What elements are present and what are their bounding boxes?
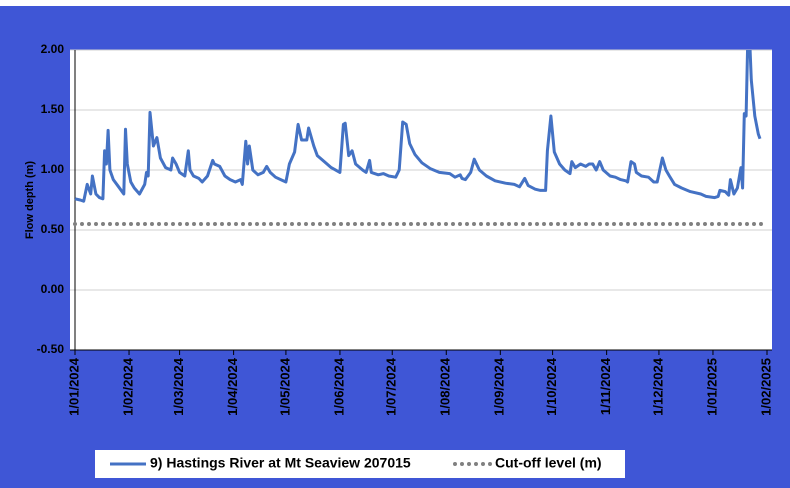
y-tick-label: -0.50 [37, 342, 65, 356]
x-tick-label: 1/02/2024 [120, 357, 135, 416]
x-tick-label: 1/12/2024 [650, 357, 665, 416]
x-tick-label: 1/11/2024 [598, 357, 613, 415]
y-tick-label: 0.50 [41, 222, 65, 236]
x-tick-label: 1/03/2024 [171, 357, 186, 416]
top-strip [0, 0, 790, 6]
x-tick-label: 1/10/2024 [544, 357, 559, 416]
x-tick-label: 1/01/2025 [704, 358, 719, 416]
x-tick-label: 1/09/2024 [492, 357, 507, 416]
y-axis-title: Flow depth (m) [24, 161, 36, 240]
y-tick-label: 1.50 [41, 102, 65, 116]
x-tick-label: 1/01/2024 [66, 357, 81, 416]
x-tick-label: 1/07/2024 [384, 357, 399, 416]
y-tick-label: 0.00 [41, 282, 65, 296]
x-tick-label: 1/06/2024 [331, 357, 346, 416]
legend-label: 9) Hastings River at Mt Seaview 207015 [150, 455, 411, 471]
x-tick-label: 1/02/2025 [758, 358, 773, 416]
x-tick-label: 1/05/2024 [277, 357, 292, 416]
y-tick-label: 1.00 [41, 162, 65, 176]
data-line [74, 50, 762, 203]
legend [95, 450, 625, 478]
legend-label: Cut-off level (m) [495, 455, 602, 471]
x-tick-label: 1/08/2024 [438, 357, 453, 416]
x-tick-label: 1/04/2024 [225, 357, 240, 416]
y-tick-label: 2.00 [41, 42, 65, 56]
plot-area [70, 50, 772, 350]
